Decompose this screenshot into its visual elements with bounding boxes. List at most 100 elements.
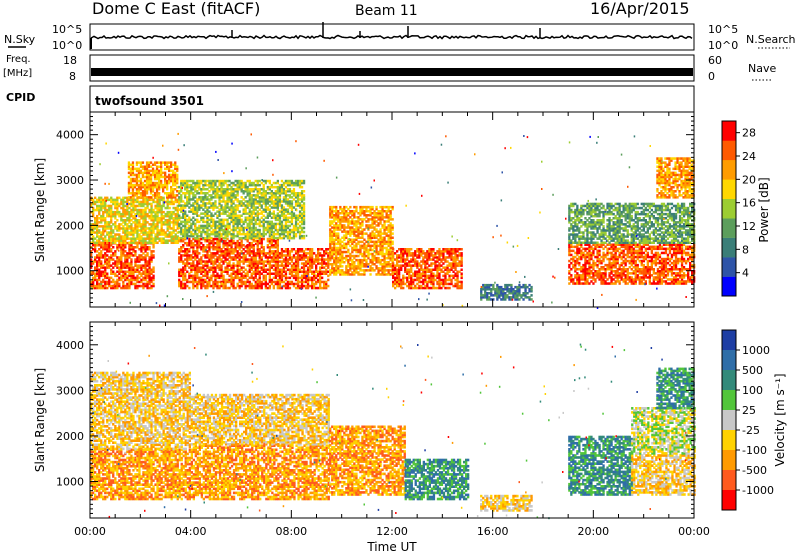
echo-cell	[131, 163, 135, 166]
echo-cell	[146, 264, 149, 267]
echo-cell	[383, 236, 386, 239]
echo-cell	[146, 286, 149, 290]
echo-cell	[200, 237, 203, 241]
echo-cell	[246, 258, 249, 261]
echo-cell	[138, 208, 141, 212]
echo-cell	[160, 163, 163, 166]
echo-cell	[178, 236, 181, 240]
echo-cell	[140, 258, 143, 261]
echo-cell	[128, 214, 131, 218]
echo-cell	[120, 223, 123, 226]
echo-cell	[148, 217, 151, 220]
echo-cell	[252, 216, 255, 219]
echo-cell	[174, 223, 177, 226]
echo-cell	[254, 280, 257, 284]
echo-cell	[104, 274, 107, 278]
echo-cell	[120, 237, 123, 240]
echo-cell	[363, 238, 366, 241]
echo-cell	[106, 223, 109, 226]
echo-cell	[92, 284, 95, 288]
echo-cell	[139, 163, 143, 166]
echo-cell	[349, 263, 352, 266]
echo-cell	[148, 286, 151, 290]
echo-cell	[200, 276, 203, 280]
echo-cell	[375, 220, 378, 223]
echo-cell	[192, 179, 195, 183]
echo-cell	[246, 200, 249, 203]
echo-cell	[127, 185, 131, 189]
echo-cell	[149, 165, 153, 168]
echo-cell	[190, 198, 193, 201]
echo-cell	[188, 237, 191, 241]
echo-cell	[377, 244, 380, 248]
echo-cell	[148, 246, 151, 249]
echo-cell	[131, 188, 135, 191]
echo-cell	[144, 221, 147, 224]
echo-cell	[383, 220, 386, 223]
echo-cell	[104, 202, 107, 206]
echo-cell	[158, 237, 161, 240]
echo-cell	[108, 284, 111, 288]
echo-cell	[280, 200, 284, 203]
echo-cell	[160, 221, 163, 224]
echo-cell	[282, 250, 286, 253]
echo-cell	[327, 284, 330, 288]
echo-cell	[200, 266, 203, 269]
echo-cell	[367, 214, 370, 217]
echo-cell	[238, 284, 241, 288]
echo-cell	[220, 200, 223, 203]
echo-cell	[172, 202, 175, 206]
echo-cell	[108, 231, 111, 234]
echo-cell	[124, 244, 127, 247]
echo-cell	[150, 237, 153, 240]
echo-cell	[226, 286, 229, 290]
echo-cell	[218, 179, 221, 183]
echo-cell	[102, 212, 105, 216]
echo-cell	[272, 200, 275, 203]
echo-cell	[148, 262, 151, 265]
echo-cell	[260, 204, 263, 207]
echo-cell	[186, 241, 189, 245]
echo-cell	[369, 273, 372, 276]
echo-cell	[313, 252, 316, 255]
echo-cell	[162, 171, 165, 175]
echo-cell	[158, 179, 161, 183]
echo-cell	[357, 248, 360, 252]
echo-cell	[100, 280, 103, 284]
echo-cell	[288, 228, 292, 232]
echo-cell	[256, 260, 259, 263]
echo-cell	[260, 210, 263, 213]
echo-cell	[198, 266, 201, 269]
echo-cell	[92, 202, 95, 206]
echo-cell	[126, 217, 129, 220]
echo-cell	[100, 262, 103, 265]
echo-cell	[391, 224, 394, 227]
echo-cell	[232, 248, 235, 251]
echo-cell	[280, 260, 284, 263]
echo-cell	[345, 210, 348, 213]
echo-cell	[106, 212, 109, 216]
echo-cell	[110, 217, 113, 220]
echo-cell	[110, 250, 113, 253]
echo-cell	[118, 270, 121, 273]
echo-cell	[170, 231, 173, 234]
echo-cell	[122, 219, 125, 222]
echo-cell	[108, 264, 111, 267]
echo-cell	[152, 231, 155, 234]
echo-cell	[218, 208, 221, 211]
echo-cell	[141, 181, 145, 185]
echo-cell	[170, 169, 173, 173]
echo-cell	[300, 190, 304, 193]
echo-cell	[92, 276, 95, 280]
echo-cell	[116, 237, 119, 240]
echo-cell	[254, 239, 257, 243]
echo-cell	[192, 256, 195, 259]
echo-cell	[98, 276, 101, 280]
echo-cell	[96, 231, 99, 234]
echo-cell	[282, 258, 286, 261]
echo-cell	[110, 206, 113, 210]
echo-cell	[132, 237, 135, 240]
echo-cell	[212, 280, 215, 284]
echo-cell	[381, 236, 384, 239]
echo-cell	[150, 198, 153, 202]
